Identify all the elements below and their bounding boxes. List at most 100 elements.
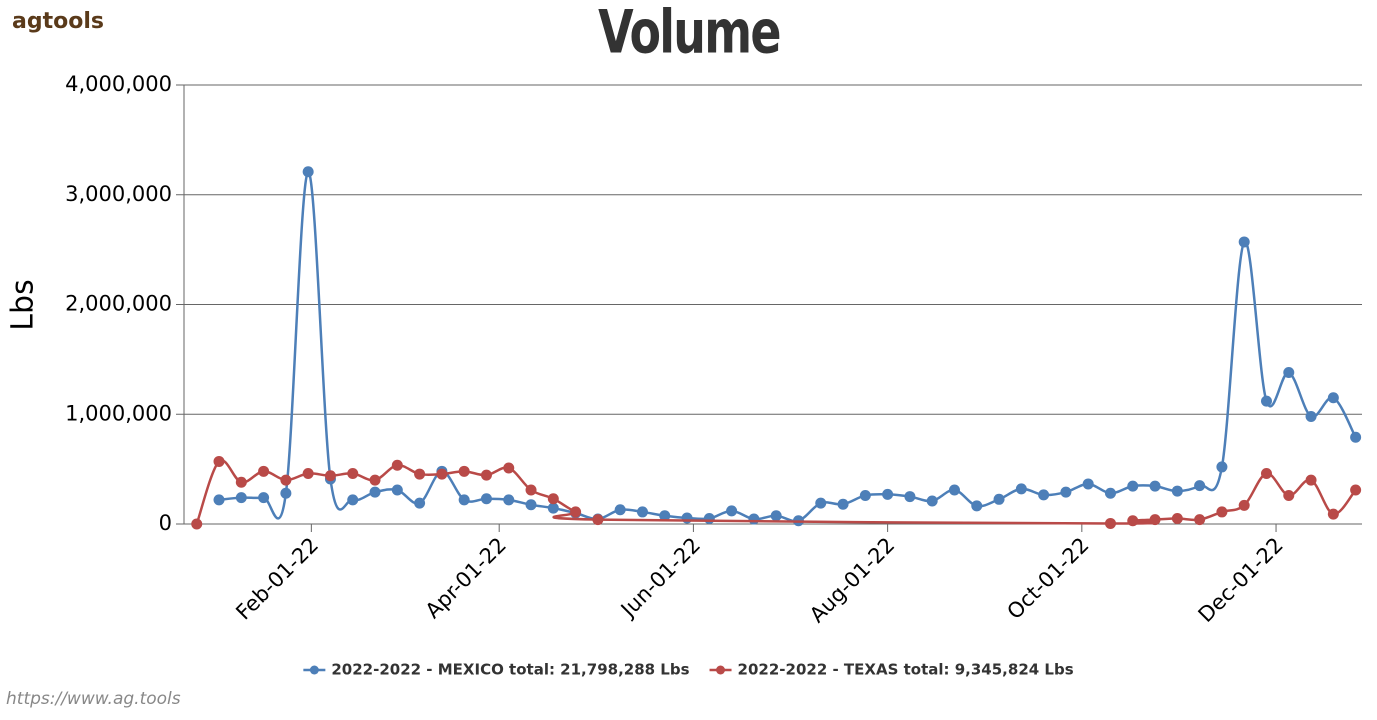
data-point [1350, 484, 1362, 496]
data-point [1171, 485, 1183, 497]
data-point [280, 474, 292, 486]
data-point [1082, 478, 1094, 490]
data-point [302, 468, 314, 480]
data-point [636, 506, 648, 518]
data-point [614, 504, 626, 516]
data-point [369, 486, 381, 498]
legend-marker [309, 665, 319, 675]
data-point [503, 462, 515, 474]
data-point [414, 468, 426, 480]
data-point [1149, 514, 1161, 526]
data-point [1305, 410, 1317, 422]
data-point [458, 494, 470, 506]
data-point [748, 513, 760, 525]
data-point [592, 514, 604, 526]
x-tick-label: Jun-01-22 [615, 533, 705, 623]
series-line [195, 459, 1357, 525]
data-point [1238, 499, 1250, 511]
footer-url: https://www.ag.tools [6, 689, 181, 709]
data-point [570, 506, 582, 518]
data-point [547, 493, 559, 505]
x-tick-label: Aug-01-22 [805, 533, 899, 627]
x-tick-label: Feb-01-22 [231, 533, 323, 625]
data-point [414, 497, 426, 509]
data-point [1127, 515, 1139, 527]
data-point [1060, 486, 1072, 498]
legend-label: 2022-2022 - TEXAS total: 9,345,824 Lbs [738, 661, 1074, 679]
data-point [859, 489, 871, 501]
data-point [503, 494, 515, 506]
data-point [1327, 392, 1339, 404]
data-point [1283, 367, 1295, 379]
y-tick-label: 4,000,000 [65, 72, 172, 96]
data-point [324, 470, 336, 482]
data-point [547, 502, 559, 514]
chart-title: Volume [598, 0, 780, 67]
data-point [258, 492, 270, 504]
data-point [235, 492, 247, 504]
data-point [1194, 514, 1206, 526]
data-point [280, 487, 292, 499]
data-point [347, 468, 359, 480]
legend-item: 2022-2022 - TEXAS total: 9,345,824 Lbs [709, 661, 1074, 679]
data-point [681, 512, 693, 524]
data-point [1283, 489, 1295, 501]
data-point [1216, 461, 1228, 473]
data-point [904, 491, 916, 503]
legend-label: 2022-2022 - MEXICO total: 21,798,288 Lbs [331, 661, 689, 679]
legend-marker [716, 665, 726, 675]
data-point [837, 498, 849, 510]
data-point [815, 497, 827, 509]
data-point [191, 518, 203, 530]
data-point [391, 484, 403, 496]
data-point [480, 493, 492, 505]
data-point [1260, 468, 1272, 480]
data-point [1104, 517, 1116, 529]
data-point [726, 505, 738, 517]
data-point [770, 510, 782, 522]
data-point [1015, 483, 1027, 495]
data-point [525, 499, 537, 511]
data-point [659, 510, 671, 522]
data-point [703, 513, 715, 525]
y-axis-label: Lbs [6, 279, 41, 330]
y-tick-label: 3,000,000 [65, 182, 172, 206]
data-point [1238, 236, 1250, 248]
data-point [993, 493, 1005, 505]
data-point [1260, 395, 1272, 407]
data-point [1149, 480, 1161, 492]
data-point [948, 484, 960, 496]
data-point [235, 476, 247, 488]
x-tick-label: Apr-01-22 [421, 533, 511, 623]
data-point [1127, 480, 1139, 492]
data-point [971, 500, 983, 512]
y-tick-label: 1,000,000 [65, 401, 172, 425]
data-point [347, 494, 359, 506]
data-point [436, 468, 448, 480]
y-tick-label: 0 [159, 511, 172, 535]
data-point [1038, 489, 1050, 501]
data-point [1327, 508, 1339, 520]
data-point [258, 465, 270, 477]
x-tick-label: Dec-01-22 [1194, 533, 1288, 627]
data-point [369, 474, 381, 486]
data-point [926, 495, 938, 507]
data-point [1194, 480, 1206, 492]
data-point [391, 459, 403, 471]
data-point [302, 166, 314, 178]
y-tick-label: 2,000,000 [65, 292, 172, 316]
data-point [1350, 431, 1362, 443]
data-point [1104, 487, 1116, 499]
data-point [458, 465, 470, 477]
data-point [1171, 513, 1183, 525]
data-point [1305, 474, 1317, 486]
data-point [525, 484, 537, 496]
data-point [213, 494, 225, 506]
legend: 2022-2022 - MEXICO total: 21,798,288 Lbs… [303, 661, 1074, 679]
data-point [882, 488, 894, 500]
data-point [1216, 506, 1228, 518]
logo: agtools [12, 9, 104, 34]
x-tick-label: Oct-01-22 [1002, 533, 1093, 624]
data-point [213, 455, 225, 467]
